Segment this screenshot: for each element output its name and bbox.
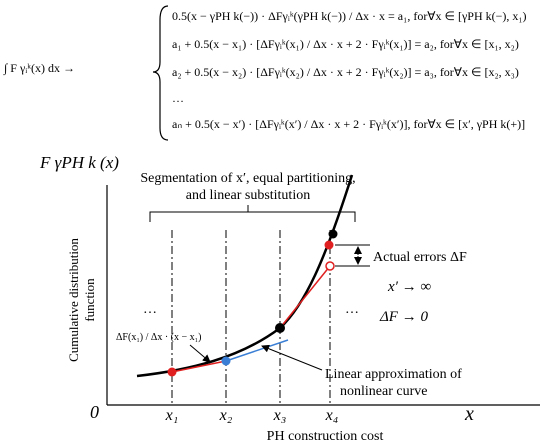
- slope-label: ΔF(x₁) / Δx · (x − x₁): [116, 332, 201, 343]
- linear-segment: [171, 360, 227, 373]
- equation-line: a₁ + 0.5(x − x₁) · [ΔFγᵢᵏ(x₁) / Δx · x +…: [172, 37, 519, 51]
- ellipsis: …: [345, 302, 359, 317]
- error-label: Actual errors ΔF: [373, 250, 467, 265]
- partition-lines: [171, 230, 331, 405]
- point: [325, 261, 335, 271]
- x-tick-label: x₄: [325, 407, 339, 424]
- x-tick-label: x₁: [165, 407, 179, 424]
- slope-arrow: [189, 344, 211, 363]
- approx-label: Linear approximation of: [325, 367, 462, 382]
- equation-lhs: ∫ F γᵢᵏ(x) dx →: [3, 61, 75, 75]
- point: [275, 323, 285, 333]
- equation-line: …: [172, 91, 184, 105]
- segmentation-brace: [149, 205, 356, 222]
- x-tick-label: x₃: [273, 407, 287, 424]
- cdf-curve: [136, 174, 354, 378]
- x-arrow-label: x: [464, 403, 474, 425]
- approx-label: nonlinear curve: [340, 384, 427, 399]
- point: [324, 240, 334, 250]
- linear-segment: [225, 339, 289, 362]
- x-tick-label: x₂: [219, 407, 233, 424]
- equation-line: aₙ + 0.5(x − x′) · [ΔFγᵢᵏ(x′) / Δx · x +…: [172, 117, 525, 131]
- linear-segment: [279, 265, 331, 329]
- segmentation-label: Segmentation of x′, equal partitioning,: [140, 171, 355, 186]
- y-axis-label: function: [82, 278, 97, 322]
- point: [328, 229, 338, 239]
- function-label: F γPH k (x): [39, 153, 119, 172]
- limit-label: x′ → ∞: [387, 279, 431, 295]
- approx-arrow: [261, 344, 323, 371]
- origin-label: 0: [90, 402, 99, 422]
- y-axis-label: Cumulative distribution: [66, 238, 81, 362]
- limit-label: ΔF → 0: [379, 309, 428, 325]
- point: [221, 356, 231, 366]
- equation-line: 0.5(x − γPH k(−)) · ΔFγᵢᵏ(γPH k(−)) / Δx…: [172, 9, 527, 23]
- point: [167, 367, 177, 377]
- error-indicator: [335, 244, 370, 267]
- ellipsis: …: [143, 302, 157, 317]
- equation-brace: [152, 5, 169, 141]
- equation-line: a₂ + 0.5(x − x₂) · [ΔFγᵢᵏ(x₂) / Δx · x +…: [172, 65, 519, 79]
- segmentation-label: and linear substitution: [186, 188, 310, 203]
- x-axis-label: PH construction cost: [267, 429, 384, 444]
